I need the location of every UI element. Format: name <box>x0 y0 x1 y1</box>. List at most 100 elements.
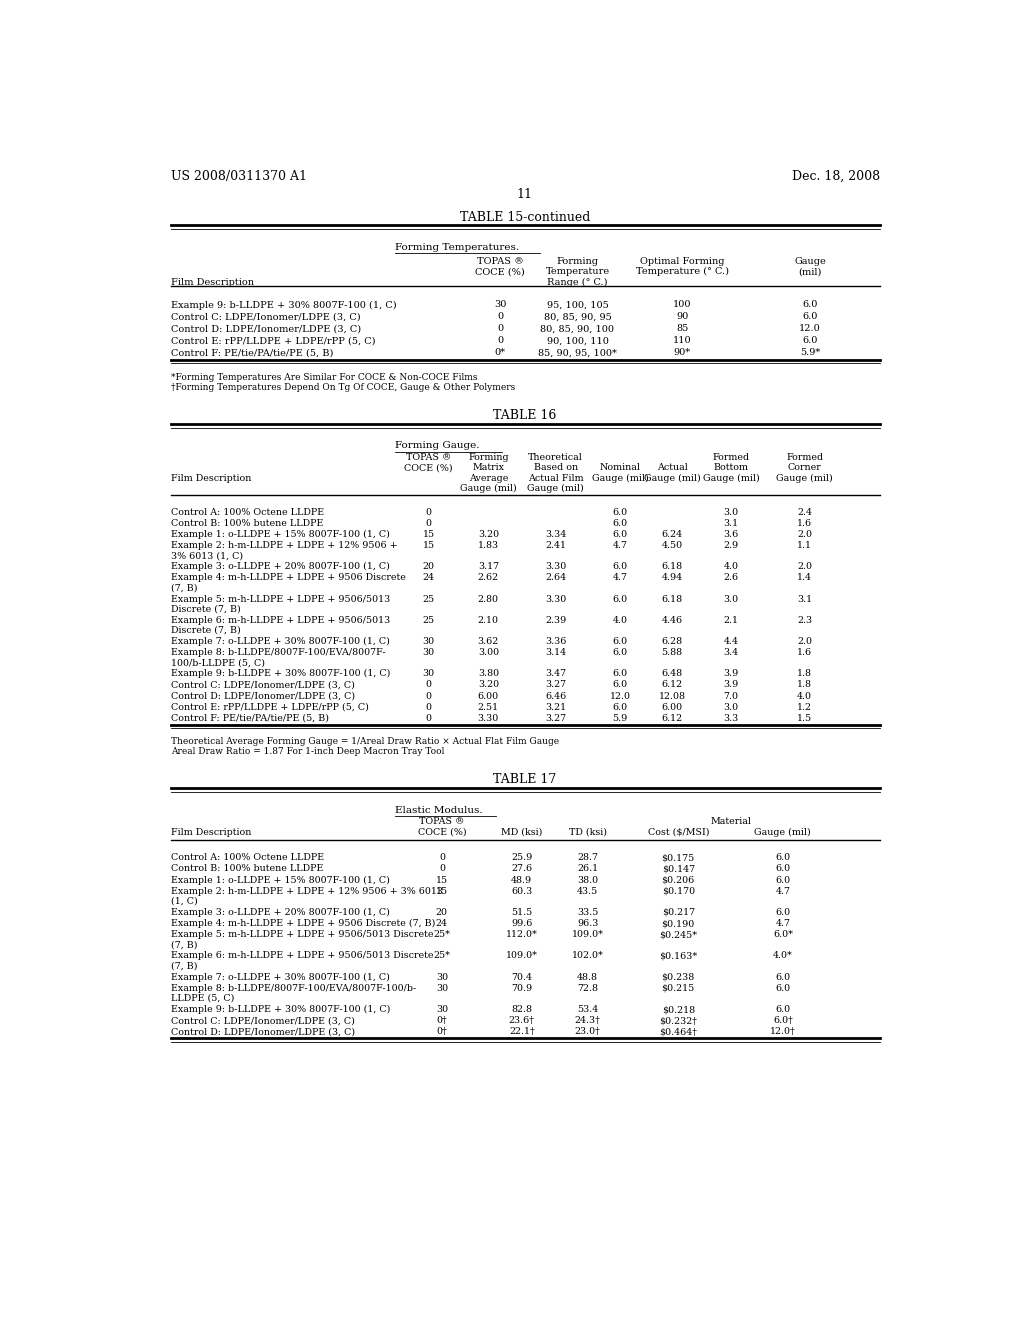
Text: $0.175: $0.175 <box>662 853 695 862</box>
Text: 25.9: 25.9 <box>511 853 532 862</box>
Text: 3.6: 3.6 <box>723 529 738 539</box>
Text: 2.9: 2.9 <box>723 541 738 550</box>
Text: 30: 30 <box>423 669 435 678</box>
Text: 6.0: 6.0 <box>775 865 791 874</box>
Text: 3.34: 3.34 <box>545 529 566 539</box>
Text: MD (ksi): MD (ksi) <box>501 828 543 837</box>
Text: 4.0: 4.0 <box>612 615 628 624</box>
Text: 70.4: 70.4 <box>511 973 532 982</box>
Text: Example 9: b-LLDPE + 30% 8007F-100 (1, C): Example 9: b-LLDPE + 30% 8007F-100 (1, C… <box>171 301 396 310</box>
Text: 3.30: 3.30 <box>545 562 566 572</box>
Text: Control F: PE/tie/PA/tie/PE (5, B): Control F: PE/tie/PA/tie/PE (5, B) <box>171 714 329 723</box>
Text: 100: 100 <box>673 301 691 309</box>
Text: Example 1: o-LLDPE + 15% 8007F-100 (1, C): Example 1: o-LLDPE + 15% 8007F-100 (1, C… <box>171 875 389 884</box>
Text: 2.0: 2.0 <box>797 562 812 572</box>
Text: Corner: Corner <box>787 463 821 473</box>
Text: 12.0: 12.0 <box>799 325 821 334</box>
Text: $0.147: $0.147 <box>662 865 695 874</box>
Text: 5.9*: 5.9* <box>800 348 820 358</box>
Text: 6.0: 6.0 <box>612 529 628 539</box>
Text: 12.0†: 12.0† <box>770 1027 796 1036</box>
Text: Dec. 18, 2008: Dec. 18, 2008 <box>792 170 880 183</box>
Text: Forming Gauge.: Forming Gauge. <box>395 441 480 450</box>
Text: TOPAS ®: TOPAS ® <box>419 817 465 826</box>
Text: 6.0: 6.0 <box>775 973 791 982</box>
Text: Control F: PE/tie/PA/tie/PE (5, B): Control F: PE/tie/PA/tie/PE (5, B) <box>171 348 333 358</box>
Text: †Forming Temperatures Depend On Tg Of COCE, Gauge & Other Polymers: †Forming Temperatures Depend On Tg Of CO… <box>171 383 515 392</box>
Text: 6.0: 6.0 <box>775 908 791 917</box>
Text: Actual Film: Actual Film <box>528 474 584 483</box>
Text: Discrete (7, B): Discrete (7, B) <box>171 626 241 635</box>
Text: 15: 15 <box>423 541 435 550</box>
Text: Based on: Based on <box>534 463 578 473</box>
Text: 6.0: 6.0 <box>775 983 791 993</box>
Text: Control A: 100% Octene LLDPE: Control A: 100% Octene LLDPE <box>171 508 324 516</box>
Text: TOPAS ®: TOPAS ® <box>406 453 452 462</box>
Text: 0: 0 <box>497 325 503 334</box>
Text: 6.0: 6.0 <box>612 648 628 657</box>
Text: $0.464†: $0.464† <box>659 1027 697 1036</box>
Text: 2.64: 2.64 <box>545 573 566 582</box>
Text: 22.1†: 22.1† <box>509 1027 535 1036</box>
Text: Control D: LDPE/Ionomer/LDPE (3, C): Control D: LDPE/Ionomer/LDPE (3, C) <box>171 325 360 334</box>
Text: Forming: Forming <box>468 453 509 462</box>
Text: Cost ($/MSI): Cost ($/MSI) <box>647 828 709 837</box>
Text: 24: 24 <box>436 919 447 928</box>
Text: Example 3: o-LLDPE + 20% 8007F-100 (1, C): Example 3: o-LLDPE + 20% 8007F-100 (1, C… <box>171 562 389 572</box>
Text: 30: 30 <box>494 301 506 309</box>
Text: 27.6: 27.6 <box>511 865 532 874</box>
Text: 3.9: 3.9 <box>723 669 738 678</box>
Text: Theoretical: Theoretical <box>528 453 584 462</box>
Text: $0.232†: $0.232† <box>659 1016 697 1026</box>
Text: 6.12: 6.12 <box>662 714 683 723</box>
Text: Example 2: h-m-LLDPE + LDPE + 12% 9506 +: Example 2: h-m-LLDPE + LDPE + 12% 9506 + <box>171 541 397 550</box>
Text: 30: 30 <box>436 973 447 982</box>
Text: (mil): (mil) <box>799 268 821 276</box>
Text: $0.238: $0.238 <box>662 973 695 982</box>
Text: Example 2: h-m-LLDPE + LDPE + 12% 9506 + 3% 6013: Example 2: h-m-LLDPE + LDPE + 12% 9506 +… <box>171 887 442 896</box>
Text: 15: 15 <box>423 529 435 539</box>
Text: 24: 24 <box>423 573 435 582</box>
Text: Control A: 100% Octene LLDPE: Control A: 100% Octene LLDPE <box>171 853 324 862</box>
Text: 6.46: 6.46 <box>545 692 566 701</box>
Text: 6.0: 6.0 <box>803 337 818 346</box>
Text: Example 7: o-LLDPE + 30% 8007F-100 (1, C): Example 7: o-LLDPE + 30% 8007F-100 (1, C… <box>171 973 389 982</box>
Text: 3.1: 3.1 <box>797 594 812 603</box>
Text: 2.41: 2.41 <box>546 541 566 550</box>
Text: 4.46: 4.46 <box>662 615 683 624</box>
Text: 0: 0 <box>426 519 432 528</box>
Text: 6.0: 6.0 <box>612 638 628 645</box>
Text: 6.0: 6.0 <box>612 519 628 528</box>
Text: 2.10: 2.10 <box>478 615 499 624</box>
Text: Control B: 100% butene LLDPE: Control B: 100% butene LLDPE <box>171 519 323 528</box>
Text: 3.20: 3.20 <box>478 680 499 689</box>
Text: 112.0*: 112.0* <box>506 931 538 940</box>
Text: 6.24: 6.24 <box>662 529 683 539</box>
Text: 11: 11 <box>517 187 532 201</box>
Text: Film Description: Film Description <box>171 474 251 483</box>
Text: 6.0: 6.0 <box>612 508 628 516</box>
Text: 12.0: 12.0 <box>609 692 631 701</box>
Text: 15: 15 <box>436 887 447 896</box>
Text: 3.14: 3.14 <box>545 648 566 657</box>
Text: 0*: 0* <box>495 348 506 358</box>
Text: 6.28: 6.28 <box>662 638 683 645</box>
Text: (1, C): (1, C) <box>171 896 198 906</box>
Text: 6.00: 6.00 <box>478 692 499 701</box>
Text: 24.3†: 24.3† <box>574 1016 600 1026</box>
Text: 6.0: 6.0 <box>803 301 818 309</box>
Text: 6.0: 6.0 <box>803 313 818 321</box>
Text: Formed: Formed <box>786 453 823 462</box>
Text: Example 8: b-LLDPE/8007F-100/EVA/8007F-: Example 8: b-LLDPE/8007F-100/EVA/8007F- <box>171 648 385 657</box>
Text: 53.4: 53.4 <box>577 1005 598 1014</box>
Text: Forming Temperatures.: Forming Temperatures. <box>395 243 519 252</box>
Text: Example 9: b-LLDPE + 30% 8007F-100 (1, C): Example 9: b-LLDPE + 30% 8007F-100 (1, C… <box>171 1005 390 1014</box>
Text: Control B: 100% butene LLDPE: Control B: 100% butene LLDPE <box>171 865 323 874</box>
Text: TD (ksi): TD (ksi) <box>568 828 606 837</box>
Text: Formed: Formed <box>713 453 750 462</box>
Text: 2.1: 2.1 <box>723 615 738 624</box>
Text: 60.3: 60.3 <box>511 887 532 896</box>
Text: Theoretical Average Forming Gauge = 1/Areal Draw Ratio × Actual Flat Film Gauge: Theoretical Average Forming Gauge = 1/Ar… <box>171 737 559 746</box>
Text: 3.0: 3.0 <box>723 702 738 711</box>
Text: 2.3: 2.3 <box>797 615 812 624</box>
